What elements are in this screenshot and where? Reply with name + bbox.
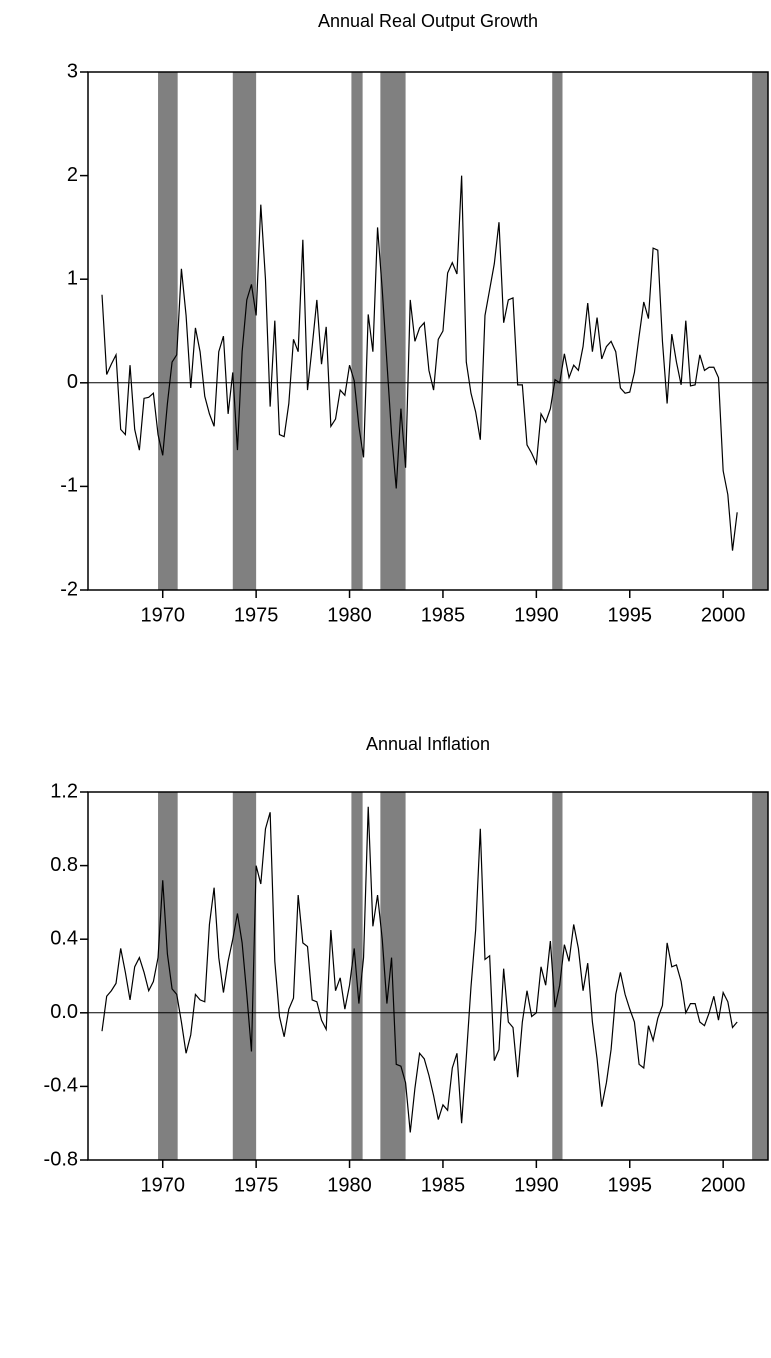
plot-frame bbox=[87, 791, 769, 1161]
x-tick-label: 1975 bbox=[234, 604, 279, 626]
recession-band bbox=[232, 792, 257, 1160]
data-line bbox=[101, 175, 738, 551]
x-tick-label: 1985 bbox=[421, 1174, 466, 1196]
x-tick-label: 1970 bbox=[140, 1174, 185, 1196]
y-tick-label: -2 bbox=[60, 578, 78, 600]
recession-band bbox=[380, 72, 406, 590]
x-tick-label: 1990 bbox=[514, 604, 559, 626]
x-tick-label: 1995 bbox=[608, 604, 653, 626]
x-tick-label: 1990 bbox=[514, 1174, 559, 1196]
y-tick-label: 1.2 bbox=[50, 780, 78, 802]
plot-frame bbox=[87, 71, 769, 591]
y-tick-label: -0.4 bbox=[44, 1075, 78, 1097]
chart-title: Annual Real Output Growth bbox=[318, 11, 538, 31]
y-tick-label: 3 bbox=[67, 60, 78, 82]
x-tick-label: 1985 bbox=[421, 604, 466, 626]
y-tick-label: 0.4 bbox=[50, 927, 78, 949]
x-tick-label: 1975 bbox=[234, 1174, 279, 1196]
y-tick-label: -1 bbox=[60, 475, 78, 497]
x-tick-label: 1970 bbox=[140, 604, 185, 626]
recession-band bbox=[158, 72, 178, 590]
x-tick-label: 1980 bbox=[327, 604, 372, 626]
x-tick-label: 1980 bbox=[327, 1174, 372, 1196]
chart-title: Annual Inflation bbox=[366, 734, 490, 754]
recession-band bbox=[552, 72, 563, 590]
y-tick-label: 0.8 bbox=[50, 854, 78, 876]
recession-band bbox=[752, 792, 768, 1160]
y-tick-label: 1 bbox=[67, 267, 78, 289]
data-line bbox=[101, 806, 738, 1133]
recession-band bbox=[552, 792, 563, 1160]
y-tick-label: 2 bbox=[67, 164, 78, 186]
recession-band bbox=[351, 72, 363, 590]
y-tick-label: 0.0 bbox=[50, 1001, 78, 1023]
recession-band bbox=[158, 792, 178, 1160]
x-tick-label: 1995 bbox=[608, 1174, 653, 1196]
y-tick-label: -0.8 bbox=[44, 1148, 78, 1170]
x-tick-label: 2000 bbox=[701, 1174, 746, 1196]
y-tick-label: 0 bbox=[67, 371, 78, 393]
x-tick-label: 2000 bbox=[701, 604, 746, 626]
recession-band bbox=[752, 72, 768, 590]
